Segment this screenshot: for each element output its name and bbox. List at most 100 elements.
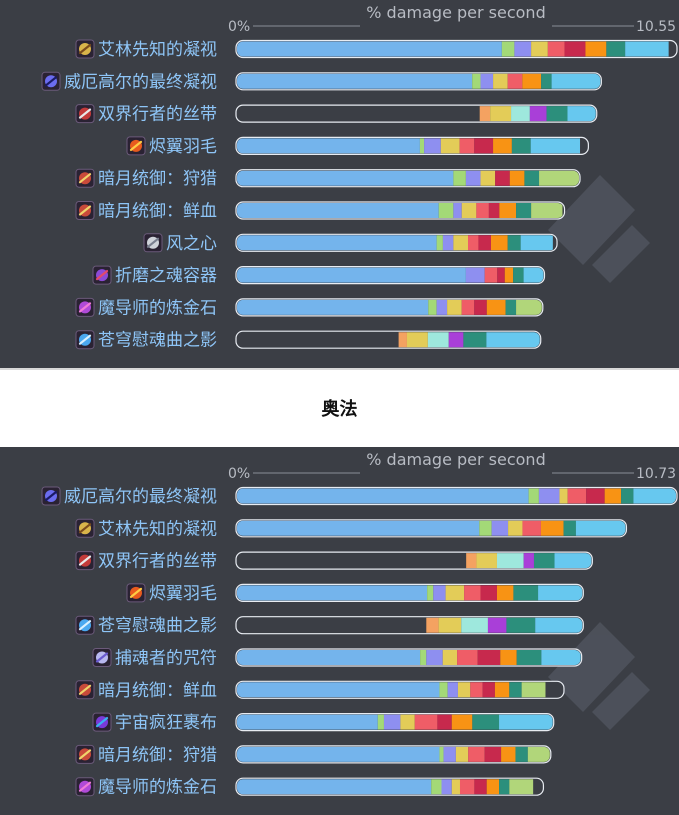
- bar-segment: [575, 520, 626, 536]
- bar-segment: [461, 203, 477, 218]
- bar-row: 双界行者的丝带: [75, 551, 593, 572]
- bar-segment: [499, 714, 553, 730]
- bar-label: 烬翼羽毛: [149, 584, 217, 604]
- bar-row: 暗月统御：鲜血: [75, 201, 566, 222]
- bar-segment: [436, 299, 448, 315]
- section-title: 奥法: [321, 399, 358, 420]
- bar-label: 烬翼羽毛: [149, 137, 217, 157]
- bar-segment: [493, 138, 512, 154]
- bar-segment: [455, 746, 469, 762]
- bar-segment: [433, 585, 446, 601]
- bar-segment: [476, 553, 497, 569]
- bar-segment-base: [237, 682, 440, 698]
- bar-label: 艾林先知的凝视: [98, 40, 217, 60]
- bar-segment-base: [237, 170, 454, 186]
- bar-segment: [496, 553, 524, 569]
- bar-segment-base: [237, 650, 421, 665]
- bar-segment: [453, 235, 468, 251]
- bar-segment: [506, 617, 536, 633]
- bar-segment: [447, 682, 458, 698]
- bar-segment: [530, 138, 581, 154]
- bar-segment: [524, 170, 540, 186]
- bar-row: 暗月统御：狩猎: [75, 744, 552, 765]
- bar-segment: [507, 235, 521, 251]
- bar-segment: [501, 746, 516, 762]
- bar-label: 折磨之魂容器: [115, 266, 217, 286]
- x-axis: 0% % damage per second 10.73: [228, 450, 676, 482]
- bar-segment-base: [237, 73, 473, 89]
- bar-label: 艾林先知的凝视: [98, 519, 217, 539]
- bar-segment: [439, 682, 448, 698]
- bar-segment: [424, 138, 441, 154]
- bar-segment: [585, 41, 607, 57]
- bar-segment: [535, 617, 583, 633]
- bar-segment: [564, 41, 586, 57]
- bar-segment: [468, 746, 485, 762]
- bar-segment-empty: [237, 617, 427, 633]
- bar-segment: [520, 235, 553, 251]
- bar-row: 宇宙疯狂裹布: [92, 712, 555, 733]
- watermark: [548, 175, 650, 283]
- seer-eye-icon: [75, 39, 95, 59]
- bar-segment-base: [237, 235, 437, 251]
- bar-segment: [539, 170, 580, 186]
- chart-panel-top: 0% % damage per second 10.55 艾林先知的凝视威厄高尔的最终…: [0, 0, 679, 368]
- x-tick-label: 10.55: [636, 19, 676, 35]
- bar-row: 捕魂者的咒符: [92, 648, 583, 669]
- bar-segment: [461, 617, 488, 633]
- bar-segment: [488, 203, 500, 218]
- bar-segment: [447, 299, 462, 315]
- eye-icon: [41, 71, 61, 91]
- bar-segment: [633, 488, 676, 504]
- bar-segment: [383, 714, 401, 730]
- seer-eye-icon: [75, 518, 95, 538]
- bar-segment: [414, 714, 438, 730]
- bar-row: 双界行者的丝带: [75, 104, 598, 125]
- bar-row: 暗月统御：狩猎: [75, 168, 581, 189]
- bar-segment: [463, 332, 487, 348]
- bar-segment-base: [237, 138, 420, 154]
- feather-icon: [126, 583, 146, 603]
- bar-segment: [472, 73, 481, 89]
- alchemy-stone-icon: [75, 297, 95, 317]
- bar-segment: [493, 73, 508, 89]
- bar-row: 烬翼羽毛: [126, 136, 589, 157]
- x-axis: 0% % damage per second 10.55: [228, 3, 676, 35]
- bar-label: 苍穹慰魂曲之影: [98, 331, 217, 351]
- bar-segment: [377, 714, 384, 730]
- bar-segment-base: [237, 267, 466, 283]
- bar-segment: [491, 520, 509, 536]
- x-tick-label: 10.73: [636, 466, 676, 482]
- bar-segment: [513, 267, 524, 283]
- bar-segment: [398, 332, 407, 348]
- bar-segment: [529, 106, 547, 122]
- bar-segment: [516, 299, 542, 315]
- bar-segment: [514, 41, 532, 57]
- bar-row: 苍穹慰魂曲之影: [75, 330, 542, 351]
- bar-row: 威厄高尔的最终凝视: [41, 71, 602, 92]
- bar-segment: [538, 488, 560, 504]
- bar-segment: [474, 138, 494, 154]
- bar-segment: [509, 682, 522, 698]
- bar-segment: [467, 235, 479, 251]
- bar-segment: [476, 203, 489, 218]
- x-tick-label: 0%: [228, 466, 250, 482]
- bar-segment-base: [237, 714, 378, 730]
- bar-label: 暗月统御：狩猎: [98, 745, 217, 765]
- bar-label: 风之心: [166, 234, 217, 254]
- x-tick-label: 0%: [228, 19, 250, 35]
- soul-catcher-icon: [92, 648, 112, 667]
- bar-segment: [541, 73, 552, 89]
- bar-segment-base: [237, 299, 429, 315]
- bar-segment: [465, 170, 481, 186]
- bar-segment: [482, 682, 495, 698]
- requiem-shadow-icon: [75, 615, 95, 635]
- bar-segment: [504, 267, 514, 283]
- panel-divider: [0, 368, 679, 370]
- bar-segment: [487, 617, 507, 633]
- bar-segment: [546, 106, 568, 122]
- bar-segment: [490, 106, 512, 122]
- bar-segment: [453, 203, 462, 218]
- chart-title: % damage per second: [366, 450, 545, 469]
- bar-segment: [426, 617, 439, 633]
